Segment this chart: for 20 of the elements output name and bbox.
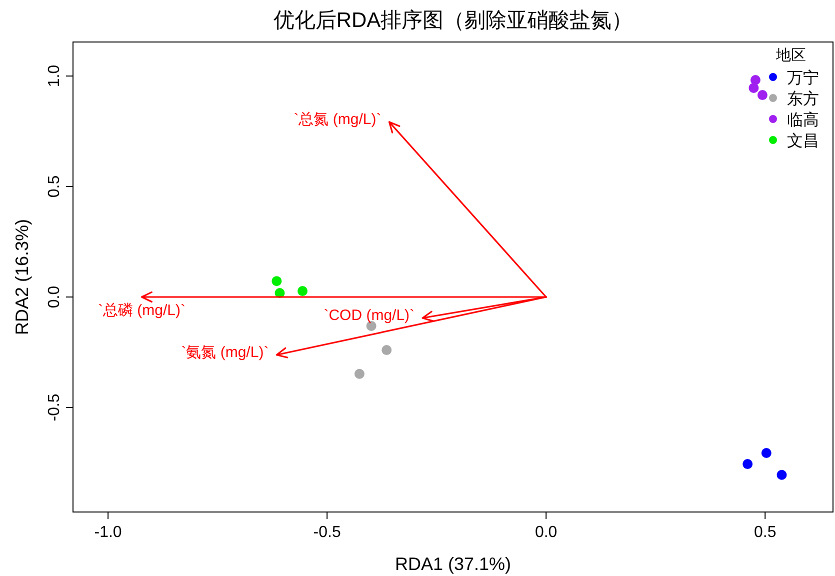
annotation: `COD (mg/L)` — [324, 306, 415, 324]
legend-title: 地区 — [775, 47, 806, 64]
y-tick-label: 0.5 — [46, 175, 63, 198]
annotation: `总磷 (mg/L)` — [98, 302, 186, 319]
y-tick-label: 0.0 — [46, 286, 63, 308]
x-tick-label: 0.5 — [754, 524, 776, 541]
x-tick-label: 0.0 — [534, 524, 558, 541]
legend-label: 万宁 — [787, 69, 819, 87]
legend-label: 临高 — [787, 111, 819, 129]
x-tick-label: -1.0 — [94, 524, 122, 541]
y-tick-label: -0.5 — [46, 394, 63, 422]
legend-label: 东方 — [787, 90, 819, 108]
annotation: `总氮 (mg/L)` — [294, 110, 382, 128]
legend-label: 文昌 — [787, 132, 819, 150]
chart-title: 优化后RDA排序图（剔除亚硝酸盐氮） — [273, 9, 633, 32]
x-axis-title: RDA1 (37.1%) — [394, 554, 512, 574]
x-tick-label: -0.5 — [313, 524, 341, 541]
annotation: `氨氮 (mg/L)` — [181, 344, 269, 361]
y-axis-title: RDA2 (16.3%) — [12, 218, 32, 336]
y-tick-label: 1.0 — [46, 64, 63, 88]
